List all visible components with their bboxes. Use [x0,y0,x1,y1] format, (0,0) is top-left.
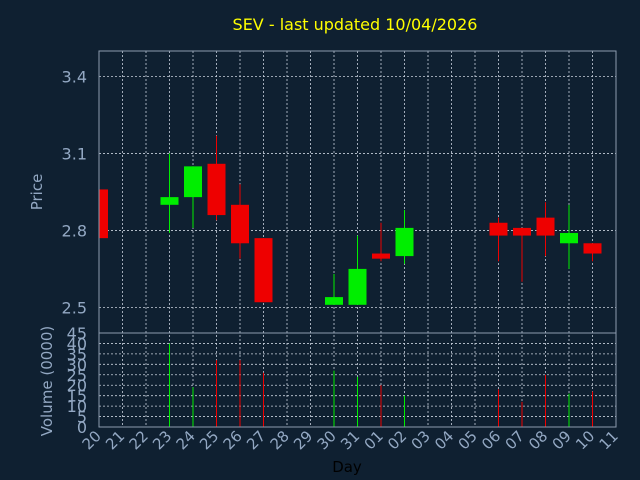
x-tick-label: 27 [243,427,269,453]
x-tick-label: 02 [384,427,410,453]
volume-tick-label: 35 [67,345,87,364]
price-tick-label: 3.1 [62,145,87,164]
candle-body-02 [395,227,414,257]
candle-body-23 [160,197,179,205]
candle-body-10 [583,243,602,254]
candle-body-01 [372,253,390,259]
price-tick-label: 2.8 [62,221,87,240]
volume-axis-label: Volume (0000) [38,326,56,436]
volume-tick-label: 40 [67,334,87,353]
x-tick-label: 11 [596,427,622,453]
volume-tick-label: 20 [67,376,87,395]
volume-tick-label: 30 [67,355,87,374]
volume-tick-label: 15 [67,387,87,406]
candle-body-25 [207,163,226,216]
x-tick-label: 24 [173,427,199,453]
x-tick-label: 21 [102,427,128,453]
x-tick-label: 05 [455,427,481,453]
x-tick-label: 31 [337,427,363,453]
candle-body-09 [560,233,578,244]
x-tick-label: 23 [149,427,175,453]
x-tick-label: 08 [525,427,551,453]
candle-body-24 [184,166,202,198]
x-tick-label: 30 [314,427,340,453]
x-tick-label: 29 [290,427,316,453]
candle-body-06 [489,222,508,236]
x-tick-label: 26 [220,427,246,453]
candle-body-31 [348,268,367,305]
volume-tick-label: 0 [77,418,87,437]
x-tick-label: 09 [549,427,575,453]
candle-body-27 [254,238,273,303]
x-tick-label: 06 [478,427,504,453]
x-tick-label: 10 [572,427,598,453]
x-tick-label: 28 [267,427,293,453]
x-axis-label: Day [332,458,362,476]
volume-tick-label: 5 [77,408,87,427]
x-tick-label: 22 [126,427,152,453]
x-tick-label: 25 [196,427,222,453]
candle-body-20 [99,189,108,239]
x-tick-label: 04 [431,427,457,453]
candle-body-30 [325,297,343,305]
candle-body-07 [513,227,531,236]
volume-tick-label: 45 [67,324,87,343]
volume-panel-frame [98,332,617,428]
y-axis-label: Price [28,174,46,211]
chart-title: SEV - last updated 10/04/2026 [233,15,478,34]
volume-tick-label: 25 [67,366,87,385]
x-tick-label: 07 [502,427,528,453]
candle-body-08 [536,217,555,236]
x-tick-label: 01 [361,427,387,453]
x-tick-label: 03 [408,427,434,453]
candle-body-26 [231,204,249,244]
price-tick-label: 2.5 [62,298,87,317]
price-tick-label: 3.4 [62,68,87,87]
volume-tick-label: 10 [67,397,87,416]
